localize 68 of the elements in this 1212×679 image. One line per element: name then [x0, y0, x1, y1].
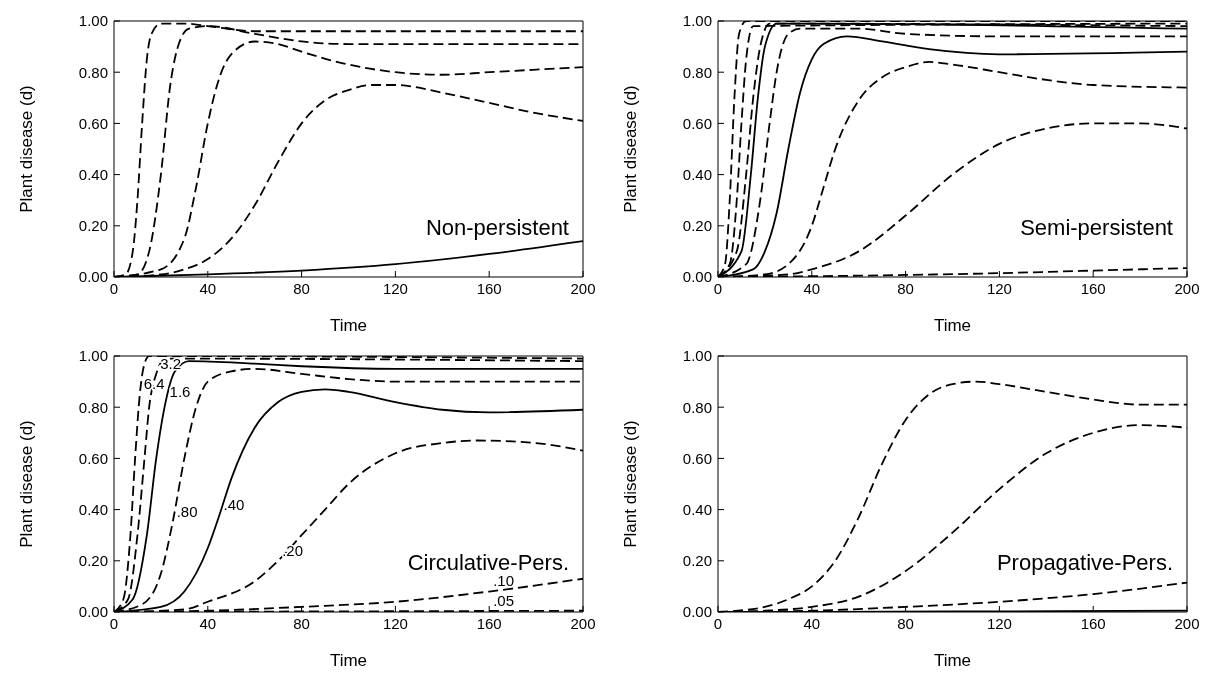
y-tick-label: 0.80: [78, 63, 108, 81]
x-tick-label: 160: [476, 614, 502, 632]
text: Non-persistent: [425, 215, 569, 240]
x-tick-label: 40: [199, 279, 217, 297]
annotation: 3.2: [160, 354, 182, 372]
y-axis-title: Plant disease (d): [621, 85, 641, 213]
y-tick-label: 1.00: [682, 12, 712, 30]
y-tick-label: 0.00: [682, 603, 712, 621]
annotation: .80: [176, 503, 198, 521]
y-tick-label: 0.00: [78, 603, 108, 621]
x-tick-label: 0: [713, 279, 723, 297]
y-tick-label: 0.20: [78, 552, 108, 570]
x-tick-label: 120: [986, 614, 1012, 632]
annotation: .20: [282, 541, 304, 559]
y-tick-label: 1.00: [78, 347, 108, 365]
y-tick-label: 0.20: [682, 217, 712, 235]
x-tick-label: 200: [570, 614, 596, 632]
x-tick-label: 80: [897, 279, 914, 297]
x-tick-label: 0: [109, 614, 119, 632]
y-tick-label: 0.20: [78, 217, 108, 235]
y-tick-label: 0.20: [682, 552, 712, 570]
x-tick-label: 160: [1080, 614, 1106, 632]
annotation: 1.6: [169, 383, 191, 401]
text: Propagative-Pers.: [996, 550, 1173, 575]
y-tick-label: 0.00: [682, 268, 712, 286]
x-tick-label: 120: [986, 279, 1012, 297]
annotation: 6.4: [143, 375, 165, 393]
y-tick-label: 0.40: [78, 165, 108, 183]
y-tick-label: 0.60: [682, 449, 712, 467]
y-tick-label: 0.40: [682, 500, 712, 518]
x-axis-title: Time: [933, 316, 972, 335]
x-tick-label: 0: [713, 614, 723, 632]
y-tick-label: 0.60: [78, 114, 108, 132]
y-tick-label: 0.60: [682, 114, 712, 132]
x-tick-label: 200: [1174, 279, 1200, 297]
y-tick-label: 0.80: [78, 398, 108, 416]
x-tick-label: 120: [382, 614, 408, 632]
annotation: .10: [493, 572, 515, 590]
annotation: .40: [223, 495, 245, 513]
y-axis-title: Plant disease (d): [17, 420, 37, 548]
y-tick-label: 1.00: [682, 347, 712, 365]
y-axis-title: Plant disease (d): [621, 420, 641, 548]
x-tick-label: 80: [293, 614, 310, 632]
x-tick-label: 40: [803, 279, 821, 297]
x-tick-label: 80: [293, 279, 310, 297]
x-axis-title: Time: [329, 651, 368, 670]
x-tick-label: 200: [570, 279, 596, 297]
y-tick-label: 0.80: [682, 63, 712, 81]
y-tick-label: 0.80: [682, 398, 712, 416]
x-tick-label: 40: [803, 614, 821, 632]
x-tick-label: 120: [382, 279, 408, 297]
text: Semi-persistent: [1020, 215, 1173, 240]
y-tick-label: 0.60: [78, 449, 108, 467]
y-tick-label: 0.40: [682, 165, 712, 183]
x-tick-label: 200: [1174, 614, 1200, 632]
y-tick-label: 1.00: [78, 12, 108, 30]
y-tick-label: 0.00: [78, 268, 108, 286]
x-axis-title: Time: [933, 651, 972, 670]
x-tick-label: 80: [897, 614, 914, 632]
annotation: .05: [493, 591, 515, 609]
x-tick-label: 0: [109, 279, 119, 297]
x-tick-label: 160: [1080, 279, 1106, 297]
y-tick-label: 0.40: [78, 500, 108, 518]
x-tick-label: 40: [199, 614, 217, 632]
x-axis-title: Time: [329, 316, 368, 335]
y-axis-title: Plant disease (d): [17, 85, 37, 213]
x-tick-label: 160: [476, 279, 502, 297]
text: Circulative-Pers.: [407, 550, 569, 575]
